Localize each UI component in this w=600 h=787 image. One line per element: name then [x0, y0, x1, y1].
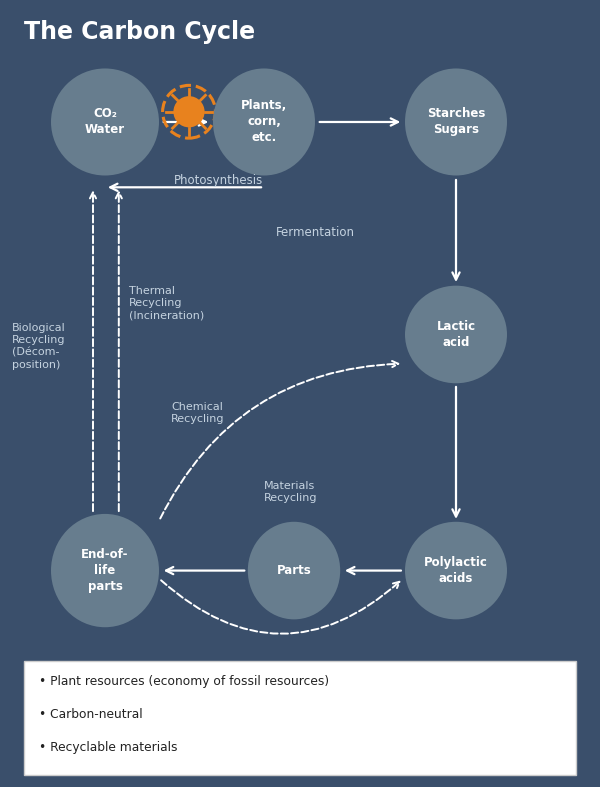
Text: Lactic
acid: Lactic acid: [436, 320, 476, 349]
Text: Photosynthesis: Photosynthesis: [174, 173, 263, 187]
Text: Chemical
Recycling: Chemical Recycling: [171, 402, 224, 424]
Text: Polylactic
acids: Polylactic acids: [424, 556, 488, 585]
Text: Biological
Recycling
(Décom-
position): Biological Recycling (Décom- position): [12, 323, 66, 370]
Text: • Carbon-neutral: • Carbon-neutral: [39, 708, 143, 722]
Ellipse shape: [173, 96, 205, 127]
Text: Thermal
Recycling
(Incineration): Thermal Recycling (Incineration): [129, 286, 204, 320]
Text: Fermentation: Fermentation: [276, 226, 355, 238]
Text: End-of-
life
parts: End-of- life parts: [81, 548, 129, 593]
Ellipse shape: [405, 522, 507, 619]
Text: Plants,
corn,
etc.: Plants, corn, etc.: [241, 99, 287, 145]
Text: CO₂
Water: CO₂ Water: [85, 108, 125, 136]
Text: • Plant resources (economy of fossil resources): • Plant resources (economy of fossil res…: [39, 675, 329, 689]
Ellipse shape: [248, 522, 340, 619]
Text: Starches
Sugars: Starches Sugars: [427, 108, 485, 136]
Ellipse shape: [213, 68, 315, 176]
Ellipse shape: [405, 286, 507, 383]
Text: • Recyclable materials: • Recyclable materials: [39, 741, 178, 755]
Text: Materials
Recycling: Materials Recycling: [264, 481, 317, 503]
Text: Parts: Parts: [277, 564, 311, 577]
Ellipse shape: [405, 68, 507, 176]
Ellipse shape: [51, 68, 159, 176]
Ellipse shape: [51, 514, 159, 627]
FancyBboxPatch shape: [24, 661, 576, 775]
Text: The Carbon Cycle: The Carbon Cycle: [24, 20, 255, 43]
